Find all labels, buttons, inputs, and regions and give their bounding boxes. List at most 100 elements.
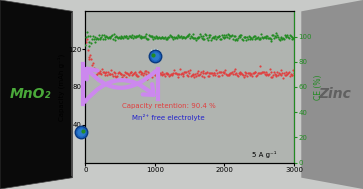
Point (247, 74, 253, 77)
Point (157, 71, 163, 74)
Point (185, 75, 191, 78)
Point (272, 35, 278, 38)
Y-axis label: Capacity (mAh g⁻¹): Capacity (mAh g⁻¹) (57, 53, 65, 121)
Point (109, 68, 114, 71)
Point (134, 34, 140, 37)
Point (102, 36, 107, 39)
Point (239, 38, 245, 41)
Point (139, 71, 145, 74)
Point (199, 74, 205, 77)
Point (123, 72, 129, 75)
Point (201, 75, 207, 78)
Point (183, 36, 189, 39)
Point (147, 34, 153, 37)
Point (146, 72, 152, 75)
Point (236, 35, 242, 38)
Polygon shape (301, 0, 363, 189)
Point (106, 36, 112, 39)
Point (141, 36, 147, 39)
Point (166, 75, 172, 78)
Point (232, 73, 237, 76)
Point (289, 36, 295, 39)
Point (278, 68, 284, 71)
Point (155, 36, 161, 39)
Point (249, 74, 255, 77)
Point (143, 37, 148, 40)
Point (100, 38, 106, 41)
Point (192, 36, 198, 40)
FancyArrowPatch shape (87, 69, 156, 88)
Point (216, 35, 222, 38)
Point (269, 75, 275, 78)
Point (97, 69, 102, 72)
Point (254, 74, 260, 77)
Point (230, 72, 236, 75)
Point (218, 38, 224, 41)
Point (118, 36, 123, 40)
Point (169, 36, 175, 39)
Point (196, 35, 201, 38)
Point (154, 73, 159, 76)
Point (128, 36, 134, 39)
Point (217, 71, 223, 74)
Point (176, 36, 182, 39)
Point (256, 71, 262, 74)
Point (288, 73, 294, 76)
Point (227, 72, 233, 75)
Point (137, 70, 143, 73)
Point (213, 37, 219, 40)
Point (172, 72, 178, 75)
Point (127, 71, 132, 74)
Point (161, 73, 167, 76)
Point (209, 36, 215, 40)
Point (287, 33, 293, 36)
Point (98, 36, 104, 39)
Point (95, 38, 101, 41)
Point (267, 68, 273, 71)
Point (207, 71, 212, 74)
Point (242, 70, 248, 74)
Point (125, 36, 131, 40)
Point (122, 35, 128, 38)
Point (221, 33, 227, 36)
Point (283, 34, 289, 37)
Point (184, 35, 189, 38)
Point (112, 39, 118, 42)
Point (146, 34, 152, 37)
Point (130, 36, 136, 40)
Point (274, 31, 280, 34)
Point (134, 74, 140, 77)
Text: 5 A g⁻¹: 5 A g⁻¹ (252, 151, 277, 158)
Point (208, 38, 214, 41)
Point (241, 75, 246, 78)
Point (110, 38, 116, 41)
Text: Capacity retention: 90.4 %: Capacity retention: 90.4 % (122, 103, 216, 109)
Point (107, 36, 113, 39)
Point (289, 37, 294, 40)
Point (138, 35, 143, 38)
Point (227, 34, 233, 37)
Point (99, 68, 105, 71)
Point (262, 73, 268, 76)
Point (103, 35, 109, 38)
Point (275, 74, 281, 77)
Point (220, 35, 226, 38)
Point (129, 70, 134, 74)
Point (216, 71, 221, 74)
Point (229, 34, 235, 37)
Point (173, 72, 179, 75)
Point (148, 35, 154, 38)
Point (219, 34, 225, 37)
Text: Zinc: Zinc (319, 88, 352, 101)
Point (173, 35, 179, 38)
Point (125, 73, 131, 76)
Point (171, 69, 177, 72)
Point (136, 71, 142, 74)
Point (253, 75, 259, 78)
Point (204, 36, 210, 39)
Point (227, 72, 232, 75)
Text: MnO₂: MnO₂ (10, 88, 51, 101)
Point (151, 36, 157, 39)
Point (291, 71, 297, 74)
Point (237, 73, 242, 76)
